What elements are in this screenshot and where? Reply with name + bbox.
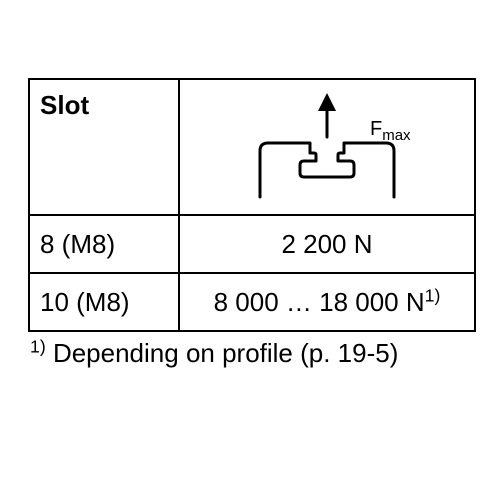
slot-force-table: Slot Fmax: [28, 78, 476, 332]
footnote: 1) Depending on profile (p. 19-5): [28, 338, 472, 369]
header-slot-label: Slot: [40, 90, 89, 120]
header-slot-cell: Slot: [29, 79, 179, 215]
tslot-force-icon: [242, 87, 412, 207]
table-container: Slot Fmax: [28, 78, 472, 369]
table-row: 8 (M8) 2 200 N: [29, 215, 475, 273]
value-cell: 2 200 N: [179, 215, 475, 273]
slot-cell: 10 (M8): [29, 273, 179, 331]
slot-cell: 8 (M8): [29, 215, 179, 273]
header-row: Slot Fmax: [29, 79, 475, 215]
value-cell: 8 000 … 18 000 N1): [179, 273, 475, 331]
fmax-label: Fmax: [370, 118, 411, 141]
header-figure-cell: Fmax: [179, 79, 475, 215]
table-row: 10 (M8) 8 000 … 18 000 N1): [29, 273, 475, 331]
